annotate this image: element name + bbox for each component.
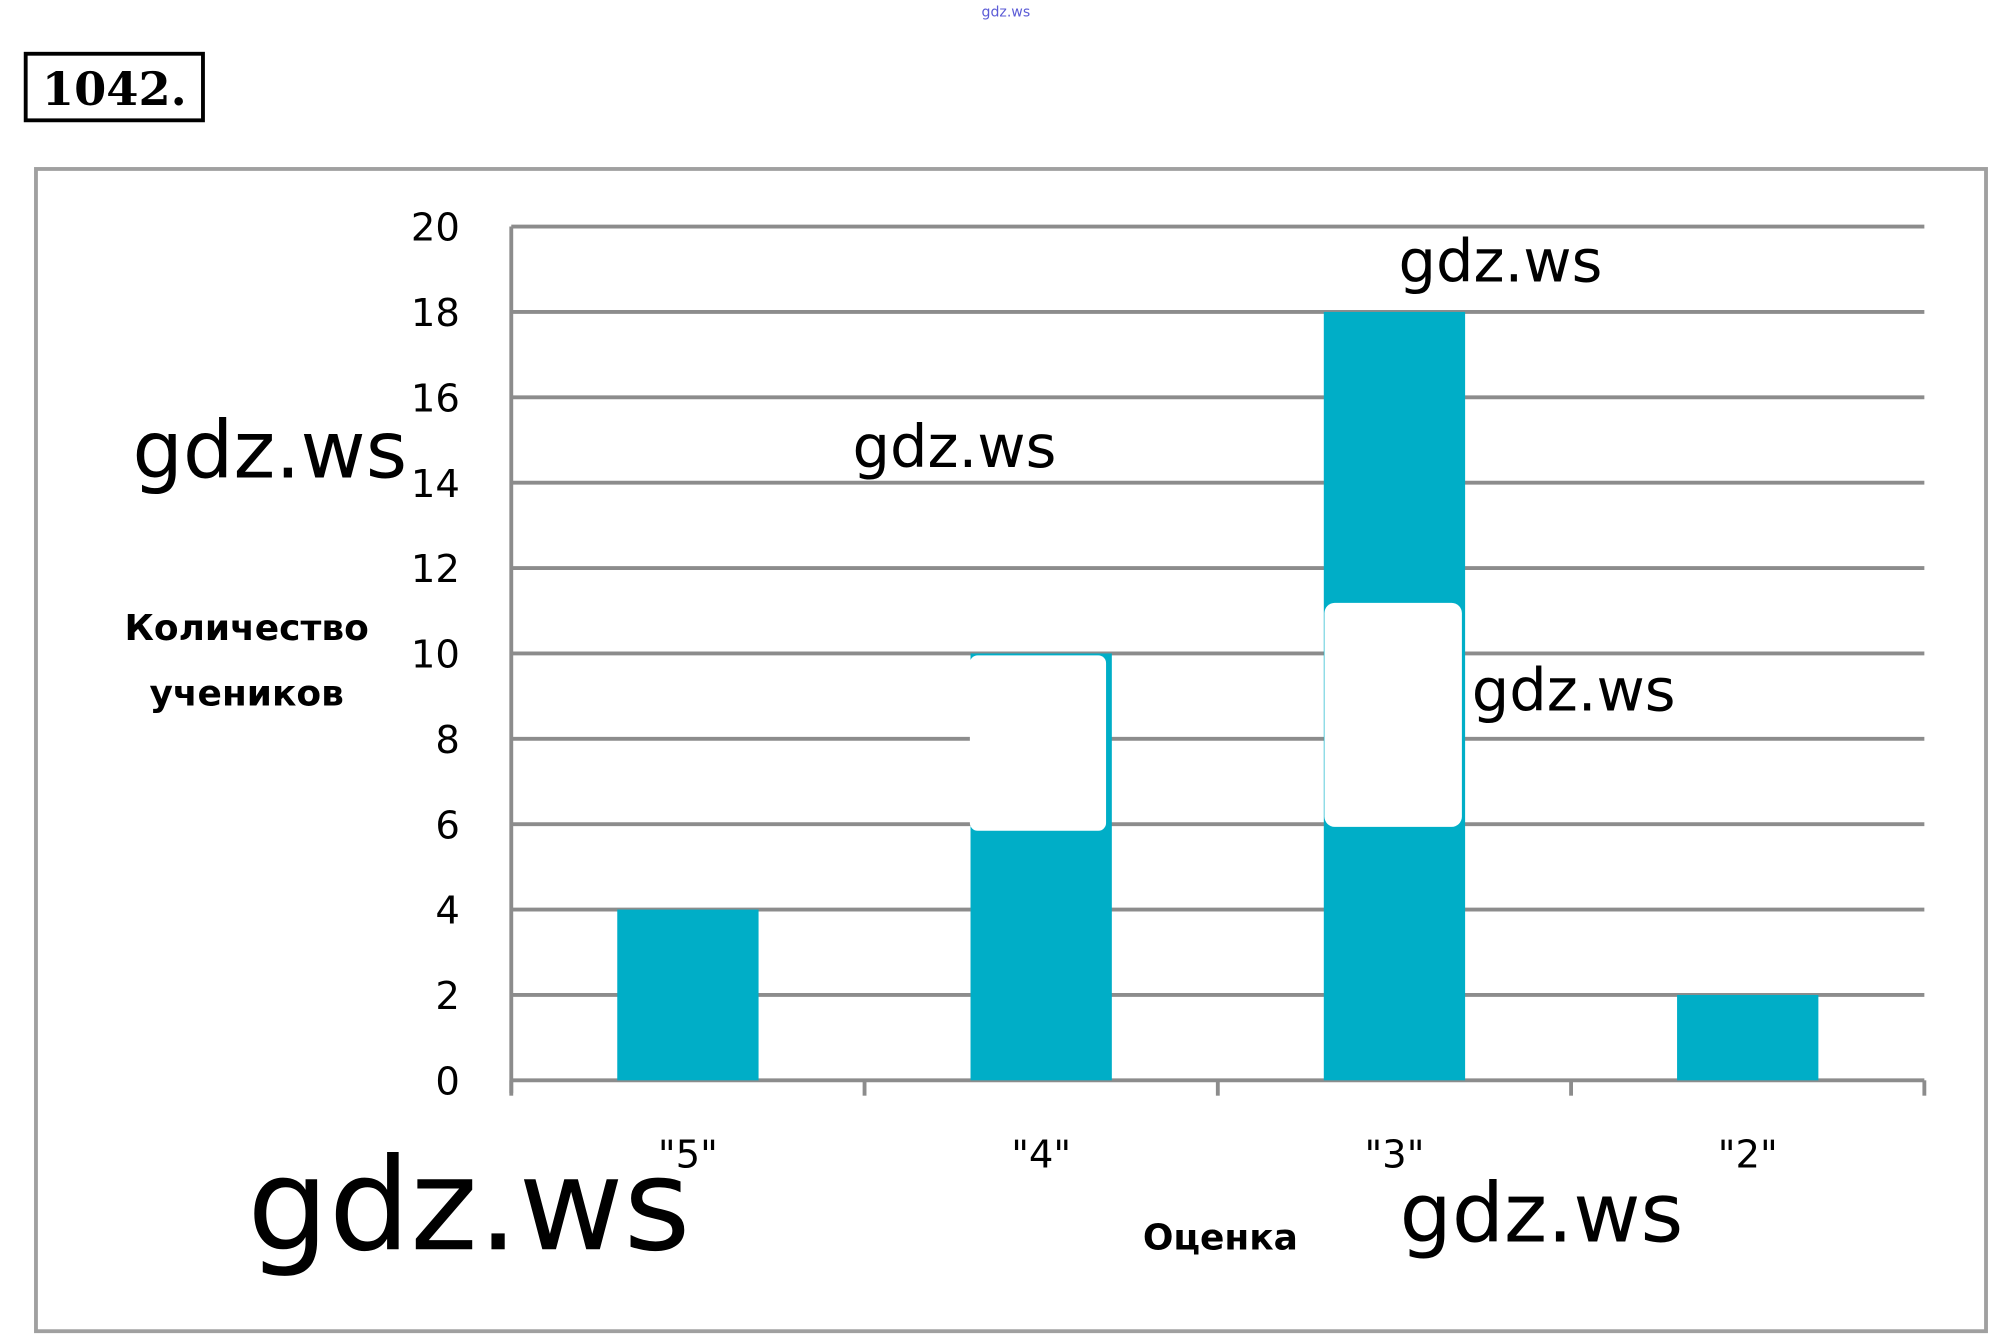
- x-tick-label: "5": [658, 1132, 718, 1177]
- watermark: gdz.ws: [132, 404, 407, 497]
- y-tick-label: 14: [411, 462, 460, 507]
- y-tick-label: 18: [411, 291, 460, 336]
- watermark: gdz.ws: [1398, 227, 1602, 296]
- y-tick-label: 4: [435, 889, 460, 934]
- y-tick-label: 10: [411, 633, 460, 678]
- y-tick-label: 20: [411, 206, 460, 251]
- problem-number: 1042.: [42, 62, 187, 116]
- watermark: gdz.ws: [1472, 655, 1676, 724]
- y-axis-label-line2: учеников: [149, 673, 343, 714]
- problem-number-box: [23, 51, 205, 123]
- y-tick-label: 12: [411, 547, 460, 592]
- x-tick-label: "2": [1718, 1132, 1778, 1177]
- x-tick-label: "3": [1364, 1132, 1424, 1177]
- chart-frame: [34, 167, 1988, 1334]
- bar-0: [617, 909, 759, 1081]
- y-axis-label-line1: Количество: [124, 608, 368, 649]
- y-tick-label: 0: [435, 1059, 460, 1104]
- watermark: gdz.ws: [853, 412, 1057, 481]
- watermark: gdz.ws: [247, 1131, 690, 1280]
- watermark: gdz.ws: [1400, 1167, 1684, 1262]
- y-tick-label: 2: [435, 974, 460, 1019]
- y-tick-label: 8: [435, 718, 460, 763]
- x-axis-label: Оценка: [1143, 1217, 1298, 1258]
- erased-patch: [1324, 602, 1462, 827]
- x-tick-label: "4": [1011, 1132, 1071, 1177]
- site-label: gdz.ws: [981, 5, 1030, 21]
- y-tick-label: 6: [435, 803, 460, 848]
- erased-patch: [969, 655, 1107, 831]
- y-tick-label: 16: [411, 376, 460, 421]
- bar-3: [1677, 994, 1819, 1081]
